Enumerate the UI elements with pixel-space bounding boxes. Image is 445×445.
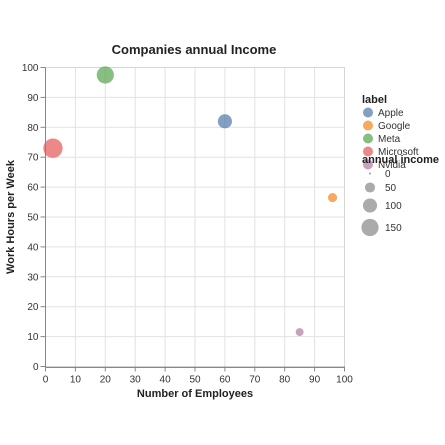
point-google xyxy=(327,193,338,203)
x-tick-label: 60 xyxy=(219,375,231,386)
color-legend-label: Apple xyxy=(378,108,404,119)
y-tick-label: 80 xyxy=(27,123,39,134)
data-points xyxy=(43,66,338,337)
x-tick-label: 30 xyxy=(130,375,142,386)
point-apple xyxy=(217,114,232,129)
y-axis-title: Work Hours per Week xyxy=(5,159,17,274)
color-legend-symbol xyxy=(363,133,373,144)
point-meta xyxy=(96,66,114,84)
x-tick-label: 0 xyxy=(43,375,49,386)
x-axis-title: Number of Employees xyxy=(137,388,253,400)
color-legend-label: Google xyxy=(378,121,411,132)
point-microsoft xyxy=(43,138,63,158)
x-tick-label: 50 xyxy=(189,375,201,386)
x-axis-ticks: 0 10 20 30 40 50 60 70 80 90 100 xyxy=(43,366,353,386)
color-legend-symbol xyxy=(363,120,373,131)
x-tick-label: 20 xyxy=(100,375,112,386)
y-tick-label: 90 xyxy=(27,93,39,104)
size-legend: 0 50 100 150 xyxy=(361,169,402,237)
color-legend-label: Microsoft xyxy=(378,147,419,158)
point-nvidia xyxy=(295,328,304,337)
size-legend-label: 50 xyxy=(385,183,397,194)
size-legend-title: annual income xyxy=(362,154,439,166)
size-legend-symbol xyxy=(364,182,376,193)
size-legend-label: 100 xyxy=(385,201,402,212)
x-tick-label: 90 xyxy=(309,375,321,386)
color-legend-symbol xyxy=(363,107,373,118)
x-tick-label: 100 xyxy=(336,375,353,386)
size-legend-label: 150 xyxy=(385,223,402,234)
y-tick-label: 30 xyxy=(27,272,39,283)
y-tick-label: 100 xyxy=(22,63,39,74)
y-tick-label: 0 xyxy=(33,362,39,373)
color-legend-label: Nvidia xyxy=(378,160,406,171)
y-tick-label: 20 xyxy=(27,302,39,313)
color-legend-title: label xyxy=(362,94,387,106)
y-tick-label: 40 xyxy=(27,242,39,253)
color-legend-symbol xyxy=(363,146,373,157)
y-axis-ticks: 0 10 20 30 40 50 60 70 80 90 100 xyxy=(22,63,46,373)
size-legend-symbol xyxy=(361,218,379,237)
y-tick-label: 60 xyxy=(27,183,39,194)
x-tick-label: 80 xyxy=(279,375,291,386)
size-legend-symbol xyxy=(362,198,378,213)
x-tick-label: 70 xyxy=(249,375,261,386)
x-tick-label: 10 xyxy=(70,375,82,386)
y-tick-label: 10 xyxy=(27,332,39,343)
color-legend-symbol xyxy=(363,159,373,170)
chart-title: Companies annual Income xyxy=(112,42,277,57)
y-tick-label: 70 xyxy=(27,153,39,164)
grid xyxy=(45,67,345,367)
size-legend-symbol xyxy=(368,172,372,175)
color-legend: Apple Google Meta Microsoft Nvidia xyxy=(363,107,419,171)
y-tick-label: 50 xyxy=(27,213,39,224)
x-tick-label: 40 xyxy=(160,375,172,386)
size-legend-label: 0 xyxy=(385,169,391,180)
color-legend-label: Meta xyxy=(378,134,401,145)
